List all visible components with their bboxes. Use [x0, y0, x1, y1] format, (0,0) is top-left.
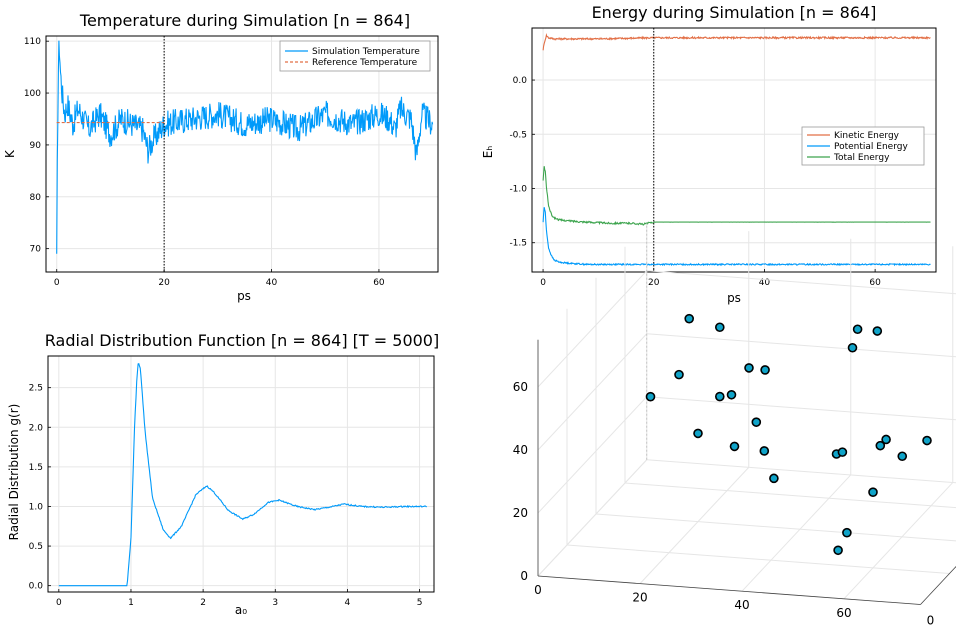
- temperature-xtick-label: 20: [158, 278, 170, 288]
- temperature-legend: Simulation Temperature Reference Tempera…: [279, 40, 431, 72]
- positions-xtick-label: 20: [632, 591, 647, 605]
- rdf-title: Radial Distribution Function [n = 864] […: [45, 331, 439, 350]
- temperature-xlabel: ps: [237, 289, 251, 303]
- positions-ztick-label: 40: [513, 443, 528, 457]
- atom-point: [847, 342, 858, 353]
- temperature-ytick-label: 100: [24, 89, 41, 99]
- rdf-ytick-label: 2.0: [29, 423, 44, 433]
- atom-point: [868, 487, 878, 498]
- rdf-xtick-label: 1: [128, 598, 134, 608]
- rdf-ytick-label: 1.5: [29, 463, 43, 473]
- energy-ytick-label: -0.5: [509, 130, 527, 140]
- rdf-series-g-r: [58, 363, 427, 587]
- energy-ytick-label: -1.5: [509, 239, 527, 249]
- temperature-title: Temperature during Simulation [n = 864]: [79, 11, 410, 30]
- legend-reference-temperature: Reference Temperature: [312, 58, 418, 68]
- temperature-ytick-label: 110: [24, 37, 41, 47]
- temperature-xtick-label: 60: [373, 278, 385, 288]
- rdf-xtick-label: 5: [417, 598, 423, 608]
- positions-xtick-label: 60: [836, 606, 851, 620]
- energy-series-total-energy: [542, 166, 931, 226]
- atom-point: [897, 451, 908, 462]
- atom-point: [760, 365, 770, 375]
- temperature-ytick-label: 80: [30, 193, 42, 203]
- temperature-ytick-label: 70: [30, 245, 42, 255]
- atom-point: [881, 434, 891, 445]
- atom-point: [729, 441, 740, 452]
- atom-point: [872, 326, 883, 336]
- energy-title: Energy during Simulation [n = 864]: [592, 3, 877, 22]
- temperature-ylabel: K: [3, 149, 17, 158]
- energy-plot: Energy during Simulation [n = 864] 0 20 40…: [481, 3, 937, 305]
- temperature-xtick-label: 40: [266, 278, 278, 288]
- energy-series-kinetic-energy: [542, 32, 931, 51]
- temperature-plot: Temperature during Simulation [n = 864] …: [3, 11, 439, 303]
- atom-point: [726, 389, 737, 400]
- atom-point: [842, 527, 852, 538]
- rdf-xlabel: a₀: [235, 603, 247, 617]
- atom-point: [922, 435, 932, 446]
- energy-ylabel: Eₕ: [481, 146, 495, 159]
- energy-xlabel: ps: [727, 291, 741, 305]
- energy-xtick-label: 60: [869, 278, 881, 288]
- rdf-ytick-label: 0.0: [29, 582, 44, 592]
- legend-potential-energy: Potential Energy: [834, 142, 908, 152]
- atom-point: [833, 545, 843, 556]
- positions-xtick-label: 40: [734, 598, 749, 612]
- energy-legend: Kinetic Energy Potential Energy Total En…: [801, 126, 925, 166]
- positions-xtick-label: 0: [534, 583, 542, 597]
- rdf-xtick-label: 0: [56, 598, 62, 608]
- rdf-ytick-label: 2.5: [29, 384, 43, 394]
- atom-point: [769, 473, 779, 484]
- atom-point: [751, 417, 762, 427]
- legend-simulation-temperature: Simulation Temperature: [312, 47, 420, 57]
- positions-ztick-label: 20: [513, 506, 528, 520]
- rdf-ytick-label: 1.0: [29, 502, 44, 512]
- rdf-xtick-label: 2: [200, 598, 206, 608]
- atom-point: [759, 446, 770, 456]
- atom-point: [645, 391, 656, 402]
- atom-point: [693, 428, 703, 439]
- energy-series-potential-energy: [542, 207, 931, 267]
- atom-point: [852, 324, 863, 335]
- legend-kinetic-energy: Kinetic Energy: [834, 131, 900, 141]
- temperature-series-simulation-temperature: [56, 40, 434, 254]
- temperature-xtick-label: 0: [54, 278, 60, 288]
- positions-ztick-label: 60: [513, 380, 528, 394]
- atom-point: [714, 391, 725, 402]
- temperature-ytick-label: 90: [30, 141, 42, 151]
- atom-point: [744, 363, 754, 373]
- atom-point: [837, 447, 848, 457]
- rdf-plot: Radial Distribution Function [n = 864] […: [7, 331, 439, 617]
- atom-point: [674, 369, 684, 380]
- atom-point: [875, 440, 886, 451]
- rdf-ytick-label: 0.5: [29, 542, 43, 552]
- rdf-xtick-label: 4: [345, 598, 351, 608]
- atom-point: [684, 313, 695, 324]
- positions-3d-plot: 0 20 40 60 0 20 40 60 0: [513, 223, 956, 628]
- atom-point: [714, 322, 725, 333]
- energy-xtick-label: 40: [759, 278, 771, 288]
- energy-xtick-label: 0: [540, 278, 546, 288]
- rdf-xtick-label: 3: [272, 598, 278, 608]
- positions-ztick-label: 0: [520, 569, 528, 583]
- rdf-ylabel: Radial Distribution g(r): [7, 404, 21, 541]
- positions-ytick-label: 0: [927, 614, 935, 628]
- legend-total-energy: Total Energy: [833, 153, 890, 163]
- energy-ytick-label: -1.0: [509, 184, 527, 194]
- energy-xtick-label: 20: [648, 278, 660, 288]
- energy-ytick-label: 0.0: [513, 76, 528, 86]
